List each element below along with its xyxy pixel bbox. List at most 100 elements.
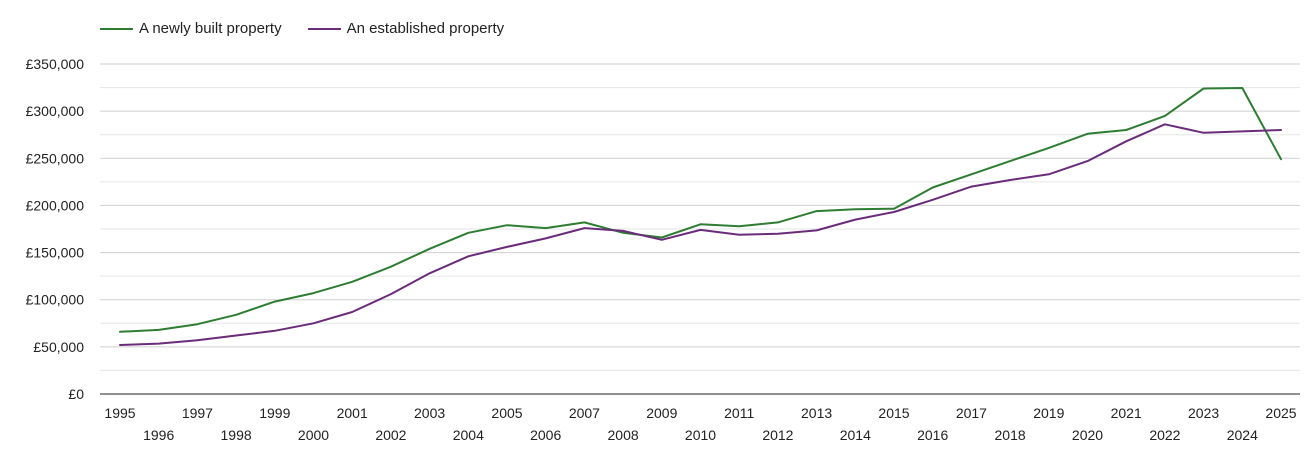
x-tick-label: 2015 — [878, 405, 909, 421]
data-point[interactable] — [194, 337, 200, 343]
data-point[interactable] — [620, 228, 626, 234]
data-point[interactable] — [1046, 171, 1052, 177]
x-tick-label: 2006 — [530, 427, 561, 443]
legend-swatch-new-build — [100, 27, 133, 30]
series-lines — [117, 85, 1284, 348]
data-point[interactable] — [775, 219, 781, 225]
x-tick-label: 2019 — [1033, 405, 1064, 421]
data-point[interactable] — [852, 206, 858, 212]
data-point[interactable] — [311, 290, 317, 296]
data-point[interactable] — [1123, 138, 1129, 144]
data-point[interactable] — [1162, 113, 1168, 119]
data-point[interactable] — [1201, 130, 1207, 136]
data-point[interactable] — [233, 312, 239, 318]
data-point[interactable] — [891, 209, 897, 215]
legend-item-new-build[interactable]: A newly built property — [100, 20, 282, 37]
data-point[interactable] — [156, 327, 162, 333]
data-point[interactable] — [581, 219, 587, 225]
x-tick-label: 1998 — [221, 427, 252, 443]
data-point[interactable] — [543, 225, 549, 231]
data-point[interactable] — [814, 208, 820, 214]
data-point[interactable] — [1007, 177, 1013, 183]
data-point[interactable] — [852, 217, 858, 223]
x-tick-label: 2021 — [1111, 405, 1142, 421]
data-point[interactable] — [581, 225, 587, 231]
data-point[interactable] — [698, 227, 704, 233]
y-axis: £0 £50,000 £100,000 £150,000 £200,000 £250,00… — [26, 56, 85, 402]
x-axis: 1995 1996 1997 1998 1999 2000 2001 2002 2003 2004… — [100, 393, 1300, 443]
data-point[interactable] — [1085, 158, 1091, 164]
legend-label-established: An established property — [346, 20, 505, 37]
data-point[interactable] — [1085, 131, 1091, 137]
x-tick-label: 2003 — [414, 405, 445, 421]
data-point[interactable] — [272, 328, 278, 334]
data-point[interactable] — [194, 321, 200, 327]
x-tick-label: 1999 — [259, 405, 290, 421]
x-tick-label: 2017 — [956, 405, 987, 421]
x-tick-label: 1996 — [143, 427, 174, 443]
data-point[interactable] — [388, 291, 394, 297]
y-tick-label: £200,000 — [26, 197, 85, 213]
data-point[interactable] — [311, 320, 317, 326]
data-point[interactable] — [814, 227, 820, 233]
series-line-established[interactable] — [119, 123, 1282, 346]
data-point[interactable] — [1239, 85, 1245, 91]
data-point[interactable] — [504, 222, 510, 228]
data-point[interactable] — [1278, 156, 1284, 162]
data-point[interactable] — [1239, 128, 1245, 134]
legend-item-established[interactable]: An established property — [307, 20, 505, 37]
x-tick-label: 2004 — [453, 427, 484, 443]
data-point[interactable] — [968, 184, 974, 190]
x-tick-label: 1997 — [182, 405, 213, 421]
data-point[interactable] — [930, 185, 936, 191]
data-point[interactable] — [659, 237, 665, 243]
x-tick-label: 2025 — [1265, 405, 1296, 421]
data-point[interactable] — [427, 270, 433, 276]
data-point[interactable] — [465, 253, 471, 259]
data-point[interactable] — [968, 171, 974, 177]
data-point[interactable] — [156, 341, 162, 347]
data-point[interactable] — [388, 264, 394, 270]
data-point[interactable] — [233, 333, 239, 339]
x-tick-label: 2002 — [375, 427, 406, 443]
series-line-new-build[interactable] — [119, 87, 1282, 333]
data-point[interactable] — [1007, 158, 1013, 164]
data-point[interactable] — [117, 342, 123, 348]
x-tick-label: 2005 — [491, 405, 522, 421]
data-point[interactable] — [736, 232, 742, 238]
x-tick-label: 2024 — [1227, 427, 1258, 443]
grid-lines — [100, 63, 1300, 395]
x-tick-label: 2009 — [646, 405, 677, 421]
data-point[interactable] — [504, 244, 510, 250]
x-tick-label: 2014 — [840, 427, 871, 443]
data-point[interactable] — [349, 279, 355, 285]
x-tick-label: 2020 — [1072, 427, 1103, 443]
data-point[interactable] — [543, 235, 549, 241]
x-tick-label: 2000 — [298, 427, 329, 443]
data-point[interactable] — [1278, 127, 1284, 133]
x-tick-label: 2016 — [917, 427, 948, 443]
data-point[interactable] — [1201, 86, 1207, 92]
data-point[interactable] — [698, 221, 704, 227]
data-point[interactable] — [465, 230, 471, 236]
data-point[interactable] — [349, 309, 355, 315]
y-tick-label: £150,000 — [26, 245, 85, 261]
data-point[interactable] — [272, 299, 278, 305]
x-tick-label: 1995 — [104, 405, 135, 421]
data-point[interactable] — [736, 223, 742, 229]
data-point[interactable] — [427, 246, 433, 252]
data-point[interactable] — [1046, 145, 1052, 151]
y-tick-label: £300,000 — [26, 103, 85, 119]
x-tick-label: 2013 — [801, 405, 832, 421]
x-tick-label: 2001 — [337, 405, 368, 421]
data-point[interactable] — [775, 231, 781, 237]
data-point[interactable] — [1123, 127, 1129, 133]
x-tick-label: 2022 — [1149, 427, 1180, 443]
data-point[interactable] — [930, 197, 936, 203]
x-tick-label: 2012 — [762, 427, 793, 443]
data-point[interactable] — [1162, 121, 1168, 127]
chart-legend: A newly built property An established pr… — [100, 20, 504, 37]
y-tick-label: £0 — [68, 386, 84, 402]
data-point[interactable] — [117, 329, 123, 335]
